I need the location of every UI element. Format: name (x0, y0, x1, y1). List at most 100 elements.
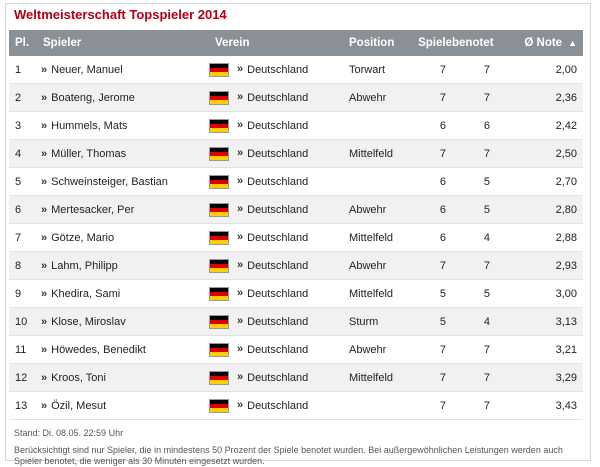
table-row: 6» Mertesacker, Per» Deutschland Abwehr 6 5 2,… (9, 195, 583, 224)
club-name-link[interactable]: Deutschland (247, 203, 309, 216)
player-name-link[interactable]: Höwedes, Benedikt (51, 343, 146, 356)
table-row: 12» Kroos, Toni» Deutschland Mittelfeld 7 7 3,… (9, 363, 583, 392)
player-name-link[interactable]: Boateng, Jerome (51, 91, 135, 104)
rated-cell: 5 (452, 279, 500, 308)
rank-cell: 3 (9, 111, 38, 140)
club-cell[interactable]: » Deutschland (206, 363, 340, 392)
games-cell: 7 (408, 391, 452, 420)
position-cell: Torwart (340, 56, 408, 84)
table-row: 13» Özil, Mesut» Deutschland 7 7 3,43 (9, 391, 583, 420)
germany-flag-icon (209, 62, 229, 77)
rank-cell: 12 (9, 363, 38, 392)
club-name-link[interactable]: Deutschland (247, 147, 309, 160)
rank-cell: 6 (9, 195, 38, 224)
club-name-link[interactable]: Deutschland (247, 371, 309, 384)
player-name-link[interactable]: Khedira, Sami (51, 287, 121, 300)
club-cell[interactable]: » Deutschland (206, 279, 340, 308)
player-cell[interactable]: » Neuer, Manuel (38, 56, 206, 84)
col-header-verein[interactable]: Verein (206, 30, 340, 56)
average-grade-cell: 3,29 (500, 363, 583, 392)
germany-flag-icon (209, 146, 229, 161)
col-header-position[interactable]: Position (340, 30, 408, 56)
link-arrow-icon: » (237, 175, 244, 188)
col-header-note[interactable]: Ø Note ▲ (500, 30, 583, 56)
player-cell[interactable]: » Klose, Miroslav (38, 307, 206, 336)
player-cell[interactable]: » Schweinsteiger, Bastian (38, 167, 206, 196)
club-cell[interactable]: » Deutschland (206, 83, 340, 112)
player-cell[interactable]: » Götze, Mario (38, 223, 206, 252)
player-cell[interactable]: » Höwedes, Benedikt (38, 335, 206, 364)
club-cell[interactable]: » Deutschland (206, 307, 340, 336)
col-header-pl[interactable]: Pl. (9, 30, 38, 56)
link-arrow-icon: » (41, 259, 48, 272)
link-arrow-icon: » (237, 371, 244, 384)
rank-cell: 9 (9, 279, 38, 308)
club-cell[interactable]: » Deutschland (206, 195, 340, 224)
player-name-link[interactable]: Lahm, Philipp (51, 259, 118, 272)
player-cell[interactable]: » Lahm, Philipp (38, 251, 206, 280)
club-name-link[interactable]: Deutschland (247, 119, 309, 132)
position-cell: Mittelfeld (340, 363, 408, 392)
club-cell[interactable]: » Deutschland (206, 167, 340, 196)
germany-flag-icon (209, 174, 229, 189)
player-name-link[interactable]: Götze, Mario (51, 231, 115, 244)
germany-flag-icon (209, 342, 229, 357)
club-name-link[interactable]: Deutschland (247, 287, 309, 300)
club-name-link[interactable]: Deutschland (247, 343, 309, 356)
player-name-link[interactable]: Özil, Mesut (51, 399, 107, 412)
table-row: 5» Schweinsteiger, Bastian» Deutschland 6 5 2… (9, 167, 583, 196)
club-cell[interactable]: » Deutschland (206, 56, 340, 84)
player-cell[interactable]: » Müller, Thomas (38, 139, 206, 168)
link-arrow-icon: » (41, 399, 48, 412)
club-name-link[interactable]: Deutschland (247, 399, 309, 412)
player-cell[interactable]: » Özil, Mesut (38, 391, 206, 420)
club-name-link[interactable]: Deutschland (247, 315, 309, 328)
position-cell: Abwehr (340, 335, 408, 364)
germany-flag-icon (209, 202, 229, 217)
average-grade-cell: 2,93 (500, 251, 583, 280)
club-cell[interactable]: » Deutschland (206, 391, 340, 420)
club-cell[interactable]: » Deutschland (206, 251, 340, 280)
player-cell[interactable]: » Boateng, Jerome (38, 83, 206, 112)
link-arrow-icon: » (41, 147, 48, 160)
player-cell[interactable]: » Mertesacker, Per (38, 195, 206, 224)
club-name-link[interactable]: Deutschland (247, 259, 309, 272)
link-arrow-icon: » (41, 119, 48, 132)
col-header-spieler[interactable]: Spieler (38, 30, 206, 56)
table-footer: Stand: Di. 08.05. 22:59 Uhr Berücksichti… (6, 420, 590, 467)
player-name-link[interactable]: Mertesacker, Per (51, 203, 135, 216)
table-row: 7» Götze, Mario» Deutschland Mittelfeld 6 4 2,… (9, 223, 583, 252)
link-arrow-icon: » (237, 343, 244, 356)
club-cell[interactable]: » Deutschland (206, 111, 340, 140)
germany-flag-icon (209, 286, 229, 301)
average-grade-cell: 2,42 (500, 111, 583, 140)
rank-cell: 7 (9, 223, 38, 252)
rated-cell: 4 (452, 307, 500, 336)
player-cell[interactable]: » Khedira, Sami (38, 279, 206, 308)
sort-ascending-icon[interactable]: ▲ (568, 38, 577, 48)
player-name-link[interactable]: Neuer, Manuel (51, 63, 123, 76)
col-header-spiele[interactable]: Spiele (408, 30, 452, 56)
player-cell[interactable]: » Hummels, Mats (38, 111, 206, 140)
club-cell[interactable]: » Deutschland (206, 223, 340, 252)
topspieler-widget: Weltmeisterschaft Topspieler 2014 Pl. Sp… (5, 3, 591, 466)
germany-flag-icon (209, 258, 229, 273)
club-cell[interactable]: » Deutschland (206, 335, 340, 364)
player-cell[interactable]: » Kroos, Toni (38, 363, 206, 392)
player-name-link[interactable]: Klose, Miroslav (51, 315, 126, 328)
club-name-link[interactable]: Deutschland (247, 91, 309, 104)
club-cell[interactable]: » Deutschland (206, 139, 340, 168)
games-cell: 7 (408, 335, 452, 364)
col-header-benotet[interactable]: benotet (452, 30, 500, 56)
rank-cell: 11 (9, 335, 38, 364)
player-name-link[interactable]: Kroos, Toni (51, 371, 106, 384)
club-name-link[interactable]: Deutschland (247, 231, 309, 244)
average-grade-cell: 3,21 (500, 335, 583, 364)
player-name-link[interactable]: Hummels, Mats (51, 119, 128, 132)
club-name-link[interactable]: Deutschland (247, 63, 309, 76)
club-name-link[interactable]: Deutschland (247, 175, 309, 188)
link-arrow-icon: » (237, 231, 244, 244)
player-name-link[interactable]: Müller, Thomas (51, 147, 127, 160)
rank-cell: 10 (9, 307, 38, 336)
player-name-link[interactable]: Schweinsteiger, Bastian (51, 175, 168, 188)
